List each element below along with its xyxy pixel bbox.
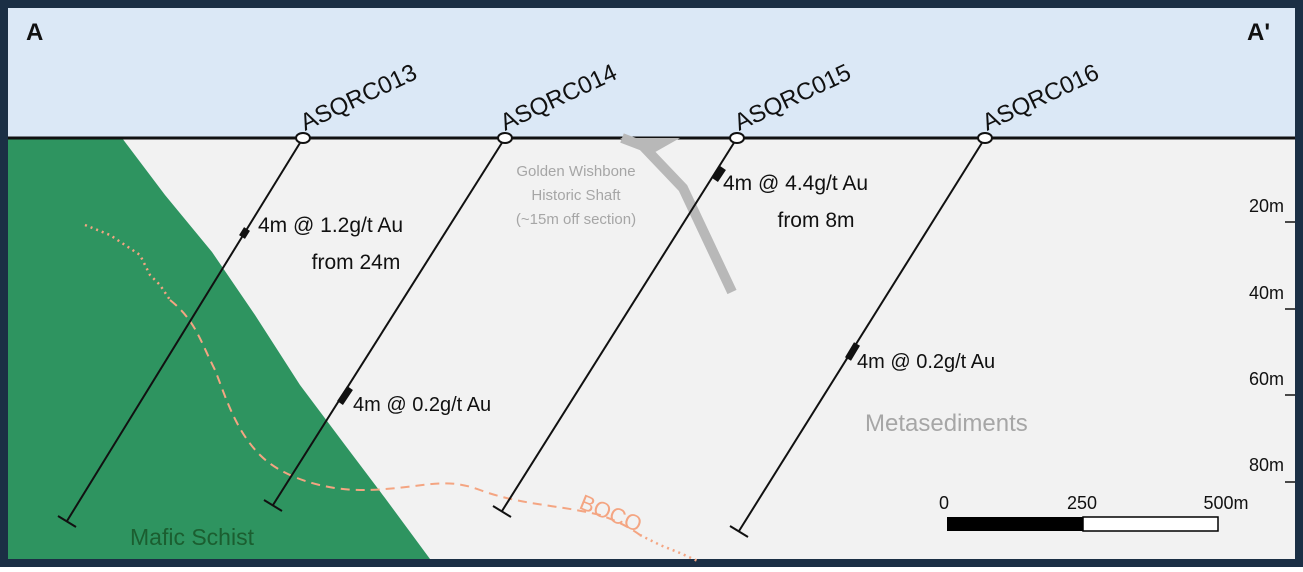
drillhole-ASQRC014	[263, 132, 513, 512]
shaft-label-line3: (~15m off section)	[516, 211, 636, 228]
drillhole-ASQRC013	[57, 132, 311, 528]
intercept-ASQRC016-line1: 4m @ 0.2g/t Au	[857, 351, 995, 373]
shaft-collar	[620, 138, 680, 155]
mafic-schist-label: Mafic Schist	[130, 524, 255, 550]
shaft-label-line1: Golden Wishbone	[516, 163, 635, 180]
drillhole-ASQRC015	[492, 132, 745, 518]
scale-label-250: 250	[1067, 493, 1097, 513]
scale-label-0: 0	[939, 493, 949, 513]
scale-bar-white-segment	[1082, 516, 1219, 532]
depth-tick-80m: 80m	[1249, 455, 1284, 475]
scale-bar: 0 250 500m	[939, 493, 1249, 532]
metasediments-label: Metasediments	[865, 410, 1028, 437]
intercept-ASQRC015-line1: 4m @ 4.4g/t Au	[723, 172, 868, 195]
mafic-schist-unit	[8, 138, 430, 559]
section-end-label: A'	[1247, 19, 1270, 46]
intercept-ASQRC013-line1: 4m @ 1.2g/t Au	[258, 214, 403, 237]
depth-tick-40m: 40m	[1249, 283, 1284, 303]
drillhole-ASQRC016	[729, 132, 993, 538]
scale-bar-black-segment	[947, 517, 1083, 531]
boco-dotted-lower	[639, 533, 701, 564]
section-start-label: A	[26, 19, 43, 46]
depth-tick-20m: 20m	[1249, 196, 1284, 216]
scale-label-500m: 500m	[1203, 493, 1248, 513]
intercept-ASQRC013-line2: from 24m	[312, 251, 401, 274]
depth-axis: 20m 40m 60m 80m	[1249, 196, 1295, 483]
intercept-ASQRC015-line2: from 8m	[777, 209, 854, 232]
depth-tick-60m: 60m	[1249, 369, 1284, 389]
shaft-label-line2: Historic Shaft	[531, 187, 621, 204]
boco-dashed-contact	[169, 299, 641, 536]
intercept-ASQRC014-line1: 4m @ 0.2g/t Au	[353, 394, 491, 416]
